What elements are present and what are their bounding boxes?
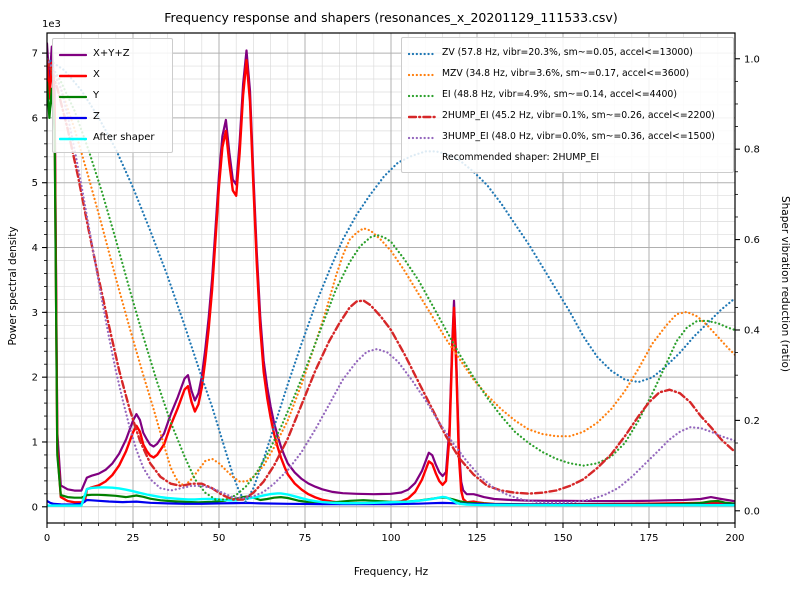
x-tick-label: 75: [299, 533, 312, 544]
legend-entry: X+Y+Z: [58, 44, 165, 64]
legend-entry-label: X: [93, 68, 100, 80]
y-tick-label-left: 7: [32, 49, 38, 60]
y-tick-label-right: 0.8: [744, 145, 760, 156]
x-tick-label: 150: [553, 533, 572, 544]
legend-entry-label: X+Y+Z: [93, 47, 130, 59]
ei-legend-line: [407, 94, 437, 98]
y-tick-label-left: 3: [32, 308, 38, 319]
after-shaper-legend-line: [58, 137, 88, 141]
legend-entry: ZV (57.8 Hz, vibr=20.3%, sm~=0.05, accel…: [407, 43, 726, 63]
legend-entry-label: Z: [93, 110, 100, 122]
x-tick-label: 0: [44, 533, 50, 544]
series-mzv: [47, 57, 735, 487]
legend-entry: After shaper: [58, 128, 165, 148]
y-tick-label-left: 4: [32, 243, 38, 254]
series-zv: [47, 57, 735, 503]
z-legend-line: [58, 116, 88, 120]
legend-entry: Z: [58, 107, 165, 127]
legend-right: ZV (57.8 Hz, vibr=20.3%, sm~=0.05, accel…: [401, 37, 734, 173]
x-tick-label: 25: [127, 533, 140, 544]
legend-spacer: [408, 155, 436, 163]
legend-entry-label: ZV (57.8 Hz, vibr=20.3%, sm~=0.05, accel…: [442, 47, 693, 59]
x-tick-label: 50: [213, 533, 226, 544]
legend-entry-label: Y: [93, 89, 100, 101]
legend-left: X+Y+Z X Y Z After shaper: [52, 38, 173, 153]
legend-entry: 3HUMP_EI (48.0 Hz, vibr=0.0%, sm~=0.36, …: [407, 127, 726, 147]
legend-entry-label: After shaper: [93, 131, 155, 143]
series-x-y-z: [47, 42, 735, 503]
y-tick-label-left: 0: [32, 502, 38, 513]
legend-entry: EI (48.8 Hz, vibr=4.9%, sm~=0.14, accel<…: [407, 85, 726, 105]
y-tick-label-right: 1.0: [744, 54, 760, 65]
axes: [42, 32, 740, 528]
zv-legend-line: [407, 52, 437, 56]
axis-offset-text: 1e3: [42, 19, 61, 30]
y-legend-line: [58, 95, 88, 99]
y-tick-label-left: 1: [32, 437, 38, 448]
series-after-shaper: [47, 486, 735, 507]
legend-entry-label: EI (48.8 Hz, vibr=4.9%, sm~=0.14, accel<…: [442, 89, 677, 101]
x-tick-label: 200: [725, 533, 744, 544]
x-legend-line: [58, 74, 88, 78]
x-tick-label: 175: [639, 533, 658, 544]
3hump-ei-legend-line: [407, 136, 437, 140]
y-tick-label-left: 2: [32, 373, 38, 384]
chart-title: Frequency response and shapers (resonanc…: [164, 10, 618, 25]
x-axis-label: Frequency, Hz: [353, 566, 429, 578]
legend-entry: Recommended shaper: 2HUMP_EI: [408, 148, 726, 168]
y-tick-label-right: 0.6: [744, 235, 760, 246]
y-tick-label-right: 0.2: [744, 416, 760, 427]
legend-entry-label: MZV (34.8 Hz, vibr=3.6%, sm~=0.17, accel…: [442, 68, 690, 80]
x-tick-label: 125: [467, 533, 486, 544]
y-tick-label-right: 0.0: [744, 506, 760, 517]
x-tick-label: 100: [381, 533, 400, 544]
legend-entry-label: 3HUMP_EI (48.0 Hz, vibr=0.0%, sm~=0.36, …: [442, 131, 715, 143]
legend-entry: Y: [58, 86, 165, 106]
legend-entry: X: [58, 65, 165, 85]
y-tick-label-right: 0.4: [744, 325, 760, 336]
legend-entry-label: 2HUMP_EI (45.2 Hz, vibr=0.1%, sm~=0.26, …: [442, 110, 715, 122]
series-3hump-ei: [47, 57, 735, 504]
y-tick-label-left: 6: [32, 113, 38, 124]
y-tick-label-left: 5: [32, 178, 38, 189]
series-ei: [47, 57, 735, 501]
legend-entry: MZV (34.8 Hz, vibr=3.6%, sm~=0.17, accel…: [407, 64, 726, 84]
legend-entry: 2HUMP_EI (45.2 Hz, vibr=0.1%, sm~=0.26, …: [407, 106, 726, 126]
x-y-z-legend-line: [58, 53, 88, 57]
2hump-ei-legend-line: [407, 115, 437, 119]
mzv-legend-line: [407, 73, 437, 77]
series-lines: [47, 42, 735, 507]
legend-entry-label: Recommended shaper: 2HUMP_EI: [442, 152, 600, 164]
series-2hump-ei: [47, 57, 735, 501]
